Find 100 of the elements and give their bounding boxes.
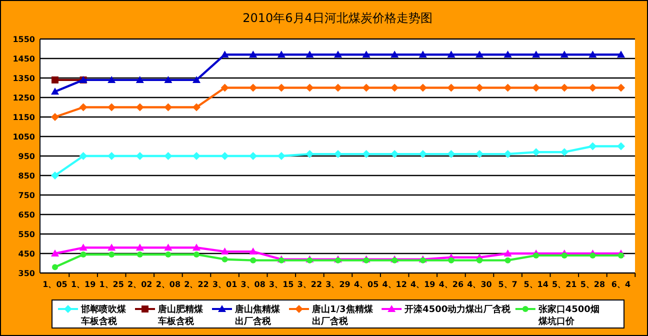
point <box>561 252 568 258</box>
x-tick-label: 4、30 <box>467 280 492 289</box>
y-tick-label: 1150 <box>12 113 36 122</box>
point <box>80 251 86 258</box>
point <box>560 84 568 92</box>
point <box>108 251 115 258</box>
point <box>362 150 370 158</box>
y-tick-label: 450 <box>18 250 36 258</box>
x-tick-label: 1、19 <box>70 280 96 289</box>
legend-label: 唐山肥精煤车板含税 <box>157 304 204 327</box>
point <box>504 250 512 256</box>
point <box>617 84 625 92</box>
point <box>588 142 597 150</box>
point <box>136 76 144 83</box>
point <box>249 50 258 58</box>
point <box>79 244 88 251</box>
point <box>533 252 540 258</box>
point <box>165 251 172 258</box>
point <box>220 152 229 160</box>
point <box>532 84 540 92</box>
point <box>504 84 512 92</box>
x-tick-label: 6、4 <box>611 280 631 289</box>
point <box>504 257 511 264</box>
point <box>617 142 625 150</box>
x-tick-label: 5、28 <box>580 280 606 289</box>
point <box>560 148 568 156</box>
y-tick-label: 1350 <box>12 74 36 83</box>
y-tick-label: 950 <box>18 152 36 161</box>
point <box>220 84 229 92</box>
x-tick-label: 3、01 <box>212 280 238 289</box>
point <box>52 264 58 270</box>
point <box>306 50 314 58</box>
x-tick-label: 3、08 <box>240 280 266 289</box>
point <box>590 252 596 258</box>
point <box>222 256 228 262</box>
point <box>447 84 456 92</box>
point <box>504 150 512 158</box>
legend-label: 邯郸喷吹煤车板含税 <box>80 304 127 327</box>
point <box>51 88 59 95</box>
point <box>476 50 484 58</box>
point <box>448 257 454 264</box>
point <box>108 103 116 112</box>
point <box>447 150 456 158</box>
point <box>220 248 229 255</box>
point <box>79 103 88 112</box>
point <box>136 251 143 258</box>
point <box>418 84 427 92</box>
point <box>192 244 200 251</box>
point <box>136 103 144 112</box>
x-tick-label: 5、7 <box>498 280 518 289</box>
x-tick-label: 3、22 <box>297 280 322 289</box>
x-tick-label: 5、21 <box>552 280 578 289</box>
point <box>362 50 370 58</box>
point <box>560 50 568 58</box>
point <box>277 84 286 92</box>
point <box>618 252 624 258</box>
legend-label: 唐山焦精煤出厂含税 <box>234 304 281 327</box>
point <box>362 84 370 92</box>
point <box>532 148 540 156</box>
point <box>277 50 286 58</box>
point <box>390 50 399 58</box>
chart-title: 2010年6月4日河北煤炭价格走势图 <box>242 11 432 25</box>
point <box>306 150 314 158</box>
point <box>51 113 59 121</box>
point <box>250 257 256 264</box>
point <box>588 84 597 92</box>
point <box>192 103 200 112</box>
point <box>306 84 314 92</box>
y-tick-label: 550 <box>18 230 36 239</box>
y-tick-label: 1550 <box>12 35 36 44</box>
point <box>220 50 229 58</box>
point <box>249 248 258 255</box>
x-tick-label: 4、12 <box>382 280 407 289</box>
point <box>334 50 342 58</box>
point <box>249 84 258 92</box>
point <box>476 84 484 92</box>
x-tick-label: 1、25 <box>99 280 124 289</box>
point <box>51 250 59 256</box>
point <box>194 251 200 258</box>
x-tick-label: 2、02 <box>128 280 152 289</box>
point <box>164 103 172 112</box>
point <box>588 50 597 58</box>
x-tick-label: 4、05 <box>354 280 380 289</box>
point <box>476 150 484 158</box>
y-tick-label: 1250 <box>12 94 36 102</box>
x-tick-label: 3、29 <box>326 280 351 289</box>
point <box>504 50 512 58</box>
point <box>108 76 116 83</box>
point <box>447 50 456 58</box>
point <box>476 257 482 264</box>
y-tick-label: 750 <box>18 191 36 200</box>
x-tick-label: 2、22 <box>184 280 209 289</box>
legend-label: 唐山1/3焦精煤出厂含税 <box>311 304 374 327</box>
y-tick-label: 350 <box>18 269 36 278</box>
y-tick-label: 1450 <box>12 54 36 64</box>
y-tick-label: 1050 <box>12 132 36 142</box>
legend-label: 开滦4500动力煤出厂含税 <box>404 304 512 315</box>
y-tick-label: 850 <box>18 172 36 180</box>
point <box>108 244 116 251</box>
x-tick-label: 5、14 <box>524 280 549 289</box>
